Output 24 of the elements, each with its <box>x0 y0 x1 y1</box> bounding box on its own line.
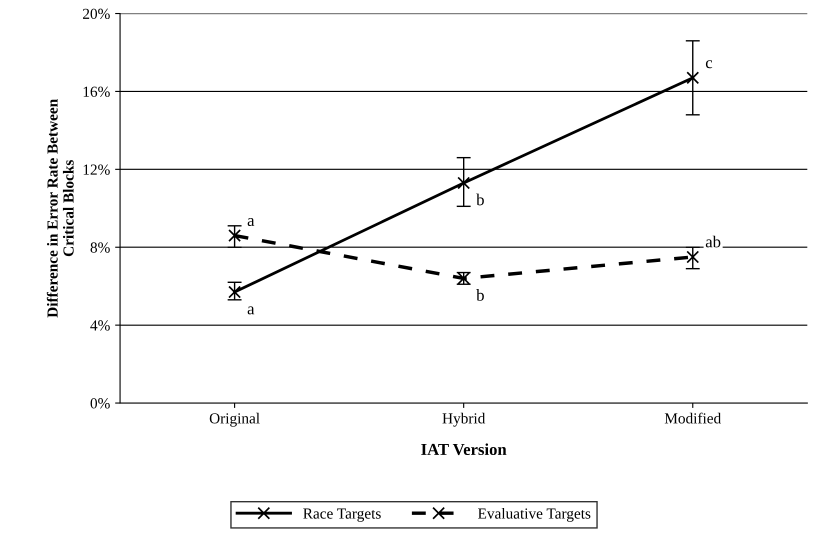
point <box>228 286 241 298</box>
x-tick-label: Modified <box>664 412 722 424</box>
legend-label: Race Targets <box>303 508 381 522</box>
x-axis-title: IAT Version <box>421 443 506 456</box>
point <box>228 229 241 242</box>
annotation: a <box>248 218 254 226</box>
y-tick-label: 4% <box>90 320 110 331</box>
y-tick-label: 20% <box>83 8 110 20</box>
x-tick-label: Hybrid <box>442 412 486 427</box>
y-tick-label: 8% <box>90 242 110 253</box>
point <box>457 176 470 190</box>
point <box>686 71 700 84</box>
y-tick-label: 12% <box>84 164 110 175</box>
y-tick-label: 0% <box>90 398 110 409</box>
annotation: c <box>706 60 712 68</box>
annotation: b <box>476 194 484 206</box>
x-tick-label: Original <box>210 412 260 427</box>
legend-label: Evaluative Targets <box>478 508 590 522</box>
point <box>686 250 700 264</box>
annotation: b <box>476 289 484 301</box>
y-axis-title: Difference in Error Rate Between Critical Blocks <box>46 99 74 318</box>
annotation: ab <box>706 236 720 248</box>
annotation: a <box>248 306 254 314</box>
y-tick-label: 16% <box>84 86 110 97</box>
